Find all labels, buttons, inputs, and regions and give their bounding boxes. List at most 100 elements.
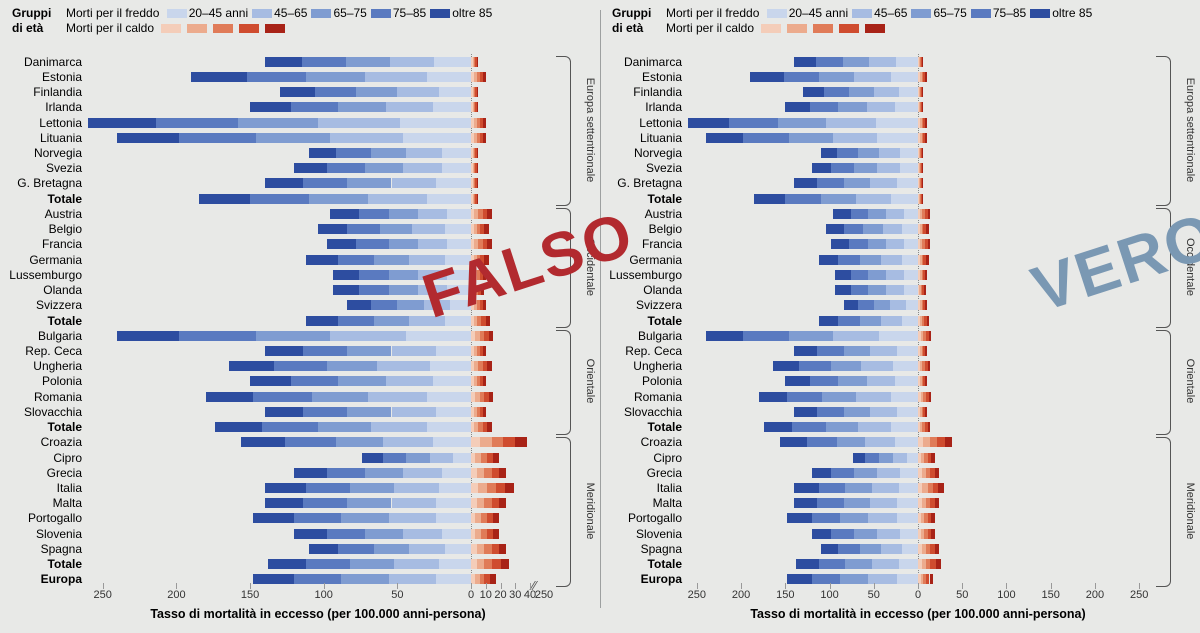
seg-cold	[291, 102, 338, 112]
seg-cold	[854, 72, 891, 82]
seg-cold	[389, 285, 418, 295]
row-label: Rep. Ceca	[625, 344, 682, 358]
seg-cold	[403, 529, 441, 539]
seg-heat	[477, 57, 478, 67]
chart-area	[688, 54, 1148, 587]
row-label: Europa	[641, 572, 682, 586]
seg-cold	[274, 361, 327, 371]
seg-cold	[837, 148, 858, 158]
seg-cold	[906, 300, 918, 310]
seg-cold	[427, 392, 471, 402]
seg-cold	[785, 102, 810, 112]
seg-cold	[253, 392, 312, 402]
seg-cold	[874, 300, 890, 310]
row-label: Svizzera	[36, 298, 82, 312]
seg-cold	[315, 87, 356, 97]
seg-cold	[442, 148, 471, 158]
seg-cold	[904, 285, 918, 295]
row-label: Olanda	[643, 283, 682, 297]
seg-cold	[844, 346, 871, 356]
tick-label: 0	[468, 589, 474, 601]
seg-cold	[897, 513, 918, 523]
seg-cold	[743, 133, 789, 143]
region-label: Orientale	[1184, 359, 1196, 404]
seg-cold	[883, 224, 902, 234]
seg-cold	[838, 316, 859, 326]
region-brace	[1156, 208, 1171, 328]
seg-cold	[427, 194, 471, 204]
seg-cold	[338, 102, 385, 112]
seg-cold	[877, 133, 918, 143]
seg-cold	[418, 209, 447, 219]
region-brace	[1156, 437, 1171, 587]
seg-cold	[895, 102, 918, 112]
row-label: Svezia	[646, 161, 682, 175]
seg-cold	[838, 544, 859, 554]
seg-cold	[890, 300, 906, 310]
seg-cold	[743, 331, 789, 341]
seg-cold	[256, 331, 330, 341]
bar-row	[688, 316, 1148, 326]
seg-cold	[403, 133, 471, 143]
seg-heat	[477, 468, 484, 478]
row-label: Austria	[45, 207, 82, 221]
seg-heat	[925, 270, 927, 280]
seg-cold	[383, 453, 407, 463]
seg-cold	[377, 361, 430, 371]
seg-cold	[849, 87, 874, 97]
seg-heat	[483, 346, 486, 356]
seg-cold	[250, 102, 291, 112]
seg-cold	[265, 178, 303, 188]
seg-cold	[371, 148, 406, 158]
seg-cold	[303, 407, 347, 417]
seg-cold	[821, 148, 837, 158]
seg-cold	[794, 57, 816, 67]
seg-cold	[831, 163, 854, 173]
tick-label: 250	[94, 589, 112, 601]
seg-cold	[306, 559, 350, 569]
seg-cold	[436, 498, 471, 508]
row-label: G. Bretagna	[617, 176, 682, 190]
seg-cold	[826, 118, 876, 128]
seg-cold	[380, 224, 412, 234]
seg-cold	[865, 453, 879, 463]
seg-cold	[902, 544, 918, 554]
seg-cold	[812, 513, 840, 523]
seg-cold	[854, 163, 877, 173]
seg-cold	[872, 559, 899, 569]
seg-cold	[309, 544, 338, 554]
bar-row	[688, 559, 1148, 569]
seg-cold	[794, 178, 817, 188]
seg-heat	[945, 437, 952, 447]
bar-row	[88, 422, 548, 432]
seg-cold	[327, 163, 365, 173]
seg-heat	[493, 513, 499, 523]
x-ticks: 25020015010050010203040250	[88, 589, 548, 603]
row-label: G. Bretagna	[17, 176, 82, 190]
seg-cold	[447, 239, 471, 249]
legend-cold-label: Morti per il freddo	[66, 6, 159, 20]
row-label: Croazia	[641, 435, 682, 449]
seg-cold	[338, 255, 373, 265]
row-label: Rep. Ceca	[25, 344, 82, 358]
seg-cold	[817, 346, 844, 356]
seg-cold	[870, 498, 897, 508]
seg-cold	[392, 178, 436, 188]
swatch-heat-1	[187, 24, 207, 33]
seg-cold	[445, 224, 472, 234]
row-label: Finlandia	[33, 85, 82, 99]
seg-cold	[265, 483, 306, 493]
seg-cold	[868, 513, 896, 523]
bar-row	[688, 270, 1148, 280]
row-labels: DanimarcaEstoniaFinlandiaIrlandaLettonia…	[0, 54, 86, 587]
bar-row	[688, 255, 1148, 265]
seg-cold	[368, 194, 427, 204]
seg-cold	[835, 285, 851, 295]
region-braces: Europa settentrionaleOccidentaleOriental…	[556, 54, 594, 587]
seg-cold	[347, 407, 391, 417]
bar-row	[688, 87, 1148, 97]
bar-row	[688, 407, 1148, 417]
seg-cold	[897, 498, 918, 508]
row-label: Danimarca	[24, 55, 82, 69]
seg-cold	[309, 194, 368, 204]
